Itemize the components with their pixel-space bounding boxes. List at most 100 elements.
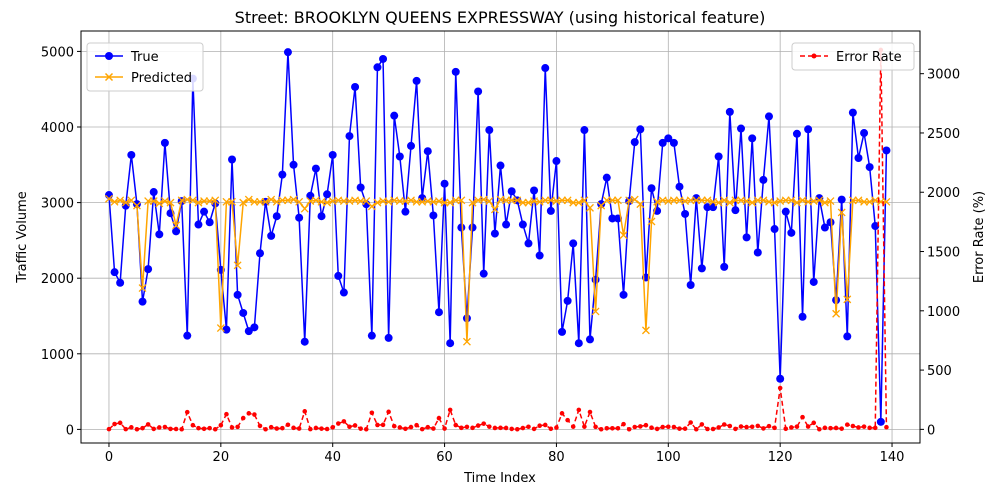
data-point-error-rate — [587, 409, 593, 415]
data-point-error-rate — [436, 415, 442, 421]
data-point-true — [731, 206, 740, 215]
data-point-true — [457, 223, 466, 232]
data-point-error-rate — [475, 423, 481, 428]
data-point-predicted — [630, 195, 639, 204]
data-point-predicted — [518, 198, 527, 207]
data-point-error-rate — [744, 424, 749, 430]
data-point-predicted — [412, 197, 421, 206]
data-point-predicted — [591, 307, 600, 316]
data-point-true — [300, 337, 309, 346]
data-point-true — [524, 239, 533, 248]
data-point-predicted — [669, 196, 678, 205]
data-point-predicted — [843, 295, 852, 304]
data-point-error-rate — [498, 425, 503, 431]
data-point-error-rate — [414, 422, 419, 428]
data-point-predicted — [278, 196, 287, 205]
legend-true-marker — [105, 52, 113, 60]
data-point-predicted — [641, 326, 650, 335]
data-point-error-rate — [274, 426, 280, 431]
data-point-predicted — [407, 196, 415, 205]
data-point-error-rate — [755, 423, 761, 429]
data-point-error-rate — [291, 425, 296, 431]
data-point-true — [172, 227, 181, 236]
data-point-error-rate — [817, 426, 822, 432]
data-point-error-rate — [844, 422, 850, 427]
data-point-predicted — [451, 196, 460, 205]
data-point-predicted — [882, 197, 891, 206]
data-point-predicted — [653, 197, 662, 206]
data-point-true — [446, 339, 455, 348]
data-point-true — [558, 327, 567, 336]
data-point-error-rate — [419, 426, 425, 432]
data-point-predicted — [479, 195, 488, 204]
data-point-error-rate — [598, 426, 604, 432]
data-point-predicted — [256, 197, 264, 206]
x-axis-title: Time Index — [463, 471, 536, 486]
plot-background — [81, 31, 920, 443]
data-point-true — [317, 212, 326, 221]
y-right-tick-label: 3000 — [927, 68, 960, 83]
x-tick-label: 60 — [436, 450, 453, 465]
data-point-error-rate — [654, 426, 660, 432]
data-point-error-rate — [447, 407, 453, 413]
data-point-true — [876, 417, 885, 426]
data-point-predicted — [172, 221, 181, 230]
data-point-predicted — [731, 196, 740, 205]
y-left-tick-label: 4000 — [41, 121, 74, 136]
data-point-error-rate — [403, 426, 408, 432]
data-point-predicted — [558, 196, 566, 205]
data-point-error-rate — [514, 426, 520, 432]
data-point-error-rate — [526, 424, 531, 430]
data-point-error-rate — [224, 411, 229, 417]
data-point-error-rate — [666, 424, 671, 430]
data-point-true — [608, 214, 617, 223]
data-point-true — [697, 264, 706, 273]
data-point-error-rate — [548, 426, 554, 432]
data-point-true — [546, 206, 555, 215]
data-point-true — [602, 173, 611, 182]
data-point-error-rate — [235, 424, 240, 430]
data-point-error-rate — [162, 424, 168, 430]
data-point-true — [289, 160, 298, 169]
data-point-predicted — [586, 203, 594, 212]
data-point-true — [669, 138, 678, 147]
data-point-true — [479, 269, 488, 278]
data-point-error-rate — [800, 414, 805, 420]
data-point-true — [530, 186, 539, 195]
grid — [81, 31, 920, 443]
data-point-true — [871, 222, 880, 231]
data-point-error-rate — [570, 424, 576, 429]
data-point-predicted — [440, 198, 449, 207]
data-point-error-rate — [554, 425, 559, 430]
data-point-error-rate — [677, 426, 682, 431]
data-point-predicted — [200, 197, 209, 206]
data-point-true — [407, 141, 416, 150]
data-point-predicted — [860, 197, 869, 206]
data-point-error-rate — [682, 426, 688, 431]
data-point-predicted — [384, 197, 393, 206]
data-point-error-rate — [201, 426, 207, 432]
data-point-predicted — [373, 198, 382, 207]
data-point-error-rate — [710, 426, 716, 432]
data-point-true — [636, 125, 645, 134]
data-point-predicted — [267, 195, 276, 204]
data-point-true — [490, 229, 499, 238]
data-point-true — [787, 228, 796, 237]
y-axis-right-title: Error Rate (%) — [972, 191, 987, 283]
data-point-predicted — [211, 196, 220, 205]
data-point-true — [205, 218, 214, 227]
data-point-predicted — [435, 197, 443, 206]
data-point-true — [351, 82, 360, 91]
data-point-true — [272, 212, 281, 221]
data-point-error-rate — [129, 425, 134, 430]
legend-true-label: True — [130, 50, 159, 65]
data-point-error-rate — [218, 422, 224, 428]
data-point-error-rate — [638, 424, 643, 429]
data-point-true — [155, 230, 164, 239]
data-point-error-rate — [794, 424, 800, 429]
y-axis-right: 0 500 1000 1500 2000 2500 3000 — [920, 68, 960, 438]
data-point-true — [334, 271, 343, 280]
x-tick-label: 0 — [105, 450, 113, 465]
data-point-error-rate — [302, 409, 308, 414]
data-point-error-rate — [319, 426, 324, 431]
